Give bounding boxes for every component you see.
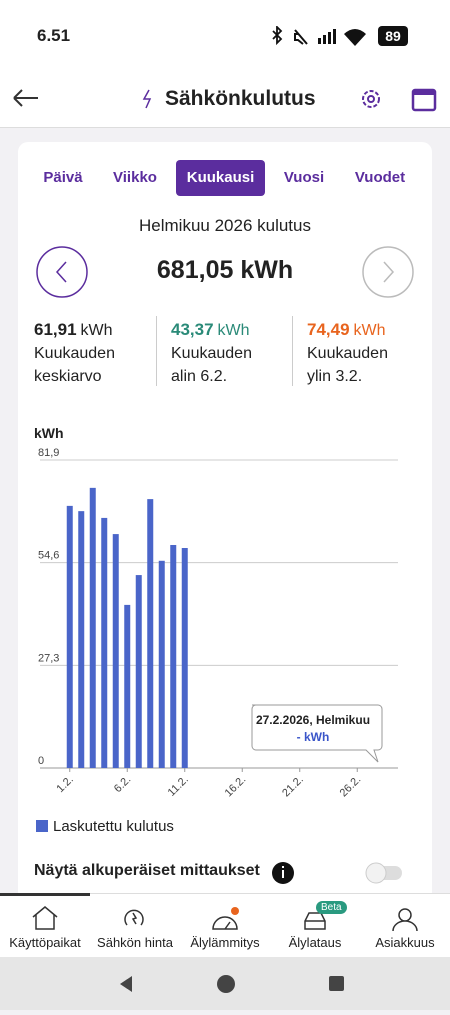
tab[interactable]: Viikko: [113, 169, 157, 186]
back-button[interactable]: [10, 86, 42, 110]
bar: [66, 505, 73, 768]
nav-item[interactable]: Älylämmitys: [180, 895, 270, 957]
summary-label: Kuukauden: [34, 345, 115, 362]
bar: [78, 511, 85, 768]
next-button[interactable]: [360, 244, 416, 300]
status-bar: 6.51 89: [0, 0, 450, 70]
x-tick-label: 1.2.: [54, 774, 75, 795]
summary-value: 74,49: [307, 320, 350, 339]
nav-icon-shape: [32, 906, 58, 930]
toggle-label: Näytä alkuperäiset mittaukset: [34, 862, 260, 879]
calendar-button[interactable]: [410, 85, 438, 113]
tab[interactable]: Vuosi: [283, 169, 325, 186]
nav-label: Älylataus: [288, 935, 342, 950]
summary-label: alin 6.2.: [171, 368, 228, 385]
bolt-icon: [142, 89, 152, 109]
tab[interactable]: Kuukausi: [176, 160, 265, 196]
summary-unit: kWh: [353, 322, 386, 339]
summary-label: keskiarvo: [34, 368, 102, 385]
period-title: Helmikuu 2026 kulutus: [139, 216, 311, 235]
tooltip-value: - kWh: [297, 730, 330, 744]
bar: [135, 575, 142, 768]
summary-label: Kuukauden: [171, 345, 252, 362]
bar: [124, 604, 131, 768]
period-total: 681,05 kWh: [156, 256, 294, 284]
toggle-row: [272, 862, 402, 884]
bar: [112, 534, 119, 768]
x-tick-label: 21.2.: [280, 774, 306, 800]
bar: [158, 560, 165, 768]
status-icons: [272, 26, 366, 46]
summary-item: 43,37 kWh Kuukauden alin 6.2.: [171, 318, 252, 388]
nav-icon-shape: [392, 908, 418, 932]
nav-label: Sähkön hinta: [97, 935, 173, 950]
x-tick-label: 6.2.: [112, 774, 133, 795]
divider: [292, 316, 293, 386]
nav-label: Älylämmitys: [190, 935, 260, 950]
nav-icon: [124, 909, 144, 926]
header-title: Sähkönkulutus: [165, 87, 316, 110]
nav-item[interactable]: Sähkön hinta: [90, 895, 180, 957]
bar: [181, 548, 188, 768]
x-tick-label: 16.2.: [223, 774, 249, 800]
divider: [156, 316, 157, 386]
nav-icon-shape: [212, 916, 238, 930]
x-tick-label: 11.2.: [166, 774, 191, 799]
toggle-knob[interactable]: [365, 862, 387, 884]
y-tick-label: 0: [38, 755, 44, 767]
y-tick-label: 54,6: [38, 550, 59, 562]
nav-item[interactable]: Asiakkuus: [360, 895, 450, 957]
bottom-nav: [0, 893, 450, 958]
legend-label: Laskutettu kulutus: [53, 818, 174, 835]
system-nav: [0, 957, 450, 1010]
legend-swatch: [36, 820, 48, 832]
tab[interactable]: Päivä: [43, 169, 83, 186]
nav-item[interactable]: Älylataus Beta: [270, 895, 360, 957]
summary-value-row: 43,37 kWh: [171, 318, 252, 342]
bar: [170, 544, 177, 768]
y-tick-label: 81,9: [38, 447, 59, 459]
tooltip-title: 27.2.2026, Helmikuu: [256, 713, 370, 727]
tab[interactable]: Vuodet: [354, 169, 406, 186]
summary-label: ylin 3.2.: [307, 368, 363, 385]
nav-indicator: [0, 893, 90, 896]
bar: [101, 517, 108, 768]
notification-dot: [231, 907, 239, 915]
summary-label: Kuukauden: [307, 345, 388, 362]
summary-unit: kWh: [217, 322, 250, 339]
y-axis-label: kWh: [34, 425, 64, 441]
nav-item[interactable]: Käyttöpaikat: [0, 895, 90, 957]
summary-item: 61,91 kWh Kuukauden keskiarvo: [34, 318, 115, 388]
nav-label: Käyttöpaikat: [9, 935, 81, 950]
summary-value: 43,37: [171, 320, 214, 339]
summary-value: 61,91: [34, 320, 77, 339]
nav-icon: [392, 908, 418, 932]
tooltip-box: [251, 704, 383, 763]
nav-icon-shape: [304, 912, 326, 930]
chart: kWh 0 27,3 54,6 81,9 1.2. 6.2. 11.2. 16.2. 21.2. 2…: [34, 425, 398, 835]
bar: [89, 487, 96, 768]
time: 6.51: [37, 26, 71, 45]
summary-value-row: 61,91 kWh: [34, 318, 115, 342]
summary-item: 74,49 kWh Kuukauden ylin 3.2.: [307, 318, 388, 388]
nav-icon-shape: [124, 909, 144, 926]
nav-icon: [32, 906, 58, 930]
summary-unit: kWh: [80, 322, 113, 339]
settings-button[interactable]: [358, 86, 384, 112]
y-tick-label: 27,3: [38, 652, 59, 664]
nav-label: Asiakkuus: [375, 935, 435, 950]
header: Sähkönkulutus: [0, 70, 450, 128]
system-buttons: [120, 975, 344, 993]
summary-value-row: 74,49 kWh: [307, 318, 388, 342]
battery: 89: [378, 26, 408, 46]
nav-icon: [212, 907, 239, 930]
prev-button[interactable]: [34, 244, 90, 300]
nav-badge: Beta: [316, 901, 347, 914]
x-tick-label: 26.2.: [338, 774, 364, 800]
bar: [147, 499, 154, 768]
